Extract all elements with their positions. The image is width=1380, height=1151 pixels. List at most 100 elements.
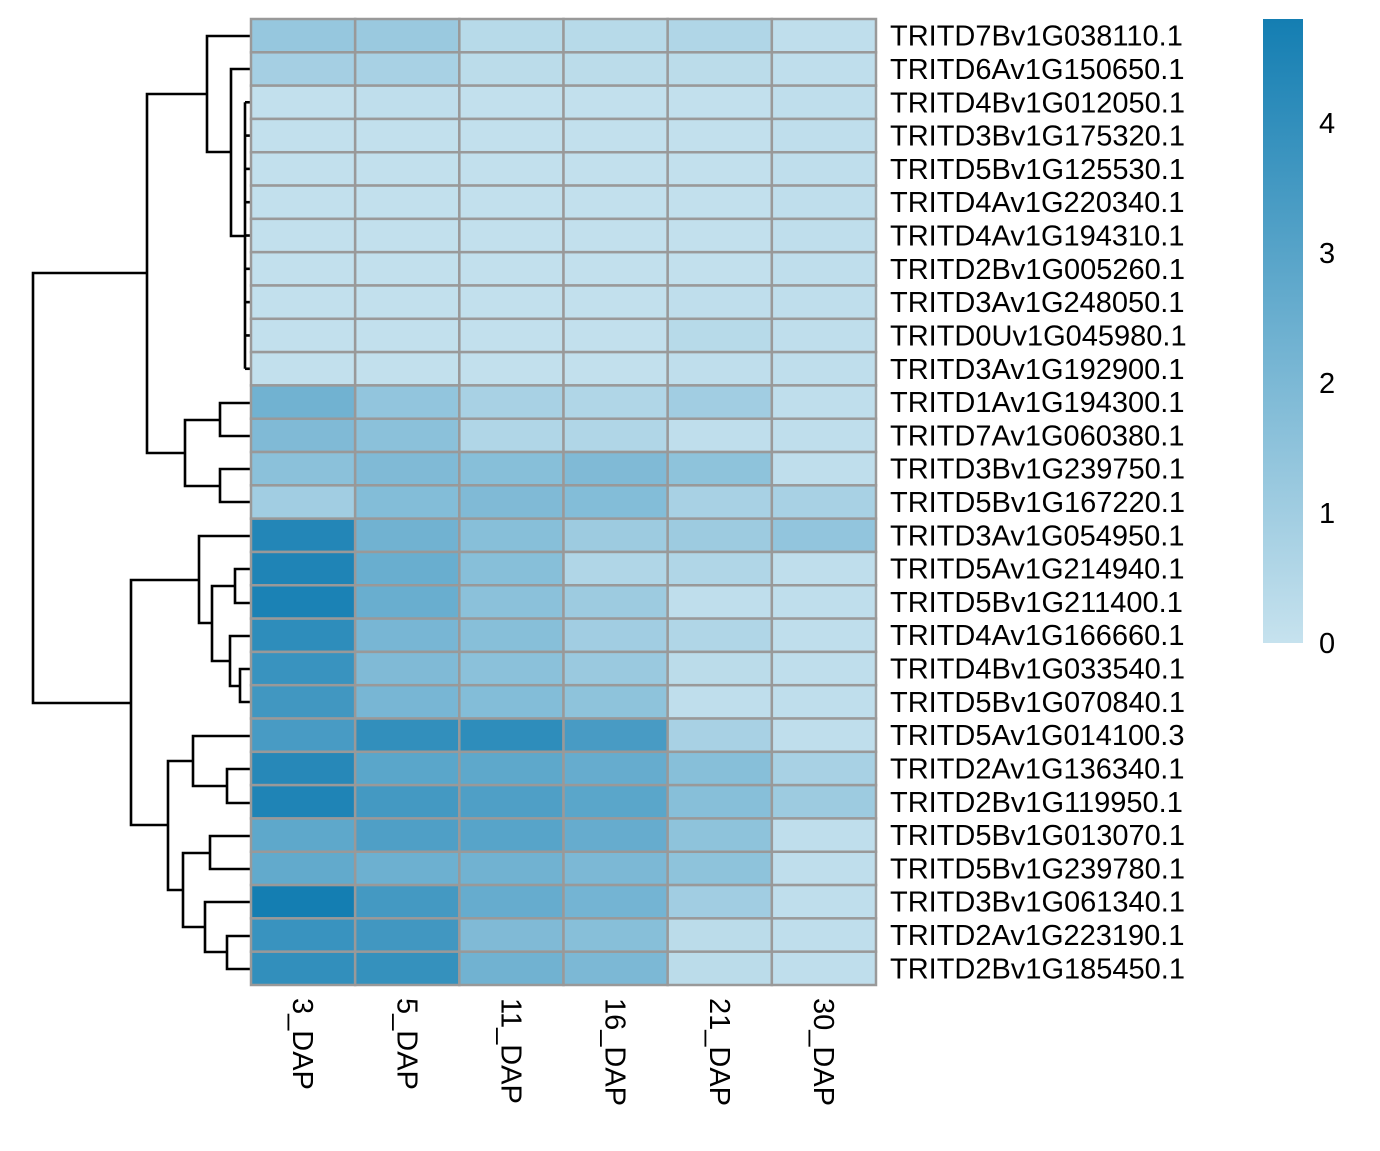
heatmap-cell [666, 417, 774, 454]
dendrogram-branch [225, 934, 250, 971]
heatmap-cell [249, 350, 357, 387]
heatmap-cell [666, 750, 774, 787]
column-label: 30_DAP [807, 998, 839, 1106]
heatmap-cell [666, 284, 774, 321]
heatmap-cell [249, 384, 357, 420]
heatmap-cell [562, 317, 669, 354]
heatmap-cell [249, 783, 357, 820]
heatmap-cell [458, 683, 565, 720]
heatmap-cell [353, 584, 461, 620]
heatmap-cell [458, 817, 565, 854]
heatmap-cell [458, 650, 565, 687]
dendrogram-branch [145, 92, 207, 455]
heatmap-cell [353, 51, 461, 87]
heatmap-cell [666, 350, 774, 387]
dendrogram-branch [218, 467, 250, 504]
colorbar-tick-label: 2 [1319, 368, 1335, 400]
heatmap-cell [770, 150, 878, 187]
dendrogram-branch [225, 767, 250, 805]
heatmap-cell [770, 484, 878, 520]
heatmap-cell [458, 384, 565, 420]
dendrogram-branch [191, 734, 250, 788]
heatmap-cell [666, 950, 774, 987]
row-label: TRITD3Av1G248050.1 [890, 287, 1184, 319]
heatmap-cell [353, 217, 461, 254]
colorbar-tick-label: 1 [1319, 498, 1335, 530]
column-label: 21_DAP [703, 998, 735, 1106]
heatmap-cell [458, 117, 565, 154]
heatmap-cell [458, 184, 565, 221]
row-label: TRITD4Av1G194310.1 [890, 221, 1184, 253]
heatmap-cell [666, 117, 774, 154]
heatmap-cell [458, 750, 565, 787]
heatmap-cell [458, 250, 565, 287]
heatmap-cell [249, 817, 357, 854]
heatmap-cell [562, 617, 669, 654]
heatmap-cell [458, 17, 565, 54]
heatmap-cell [666, 550, 774, 587]
heatmap-cell [770, 384, 878, 420]
heatmap-cell [562, 917, 669, 953]
heatmap-cell [562, 584, 669, 620]
heatmap-cell [249, 617, 357, 654]
heatmap-cell [249, 950, 357, 987]
heatmap-cell [249, 717, 357, 754]
heatmap-cell [770, 417, 878, 454]
heatmap-cell [353, 317, 461, 354]
heatmap-cell [770, 17, 878, 54]
heatmap-cell [249, 550, 357, 587]
row-label: TRITD4Av1G166660.1 [890, 620, 1184, 652]
row-label: TRITD4Bv1G033540.1 [890, 654, 1185, 686]
heatmap-cell [458, 950, 565, 987]
heatmap-cell [353, 117, 461, 154]
heatmap-cell [562, 883, 669, 920]
heatmap-cell [562, 217, 669, 254]
heatmap-cell [562, 17, 669, 54]
heatmap-cell [353, 17, 461, 54]
row-label: TRITD5Bv1G211400.1 [890, 587, 1183, 619]
row-label: TRITD5Bv1G070840.1 [890, 687, 1185, 719]
heatmap-cell [562, 850, 669, 887]
heatmap-cell [249, 517, 357, 554]
heatmap-cell [249, 17, 357, 54]
heatmap-cell [353, 883, 461, 920]
heatmap-cell [666, 850, 774, 887]
row-label: TRITD4Av1G220340.1 [890, 187, 1184, 219]
heatmap-cell [353, 450, 461, 487]
heatmap-cell [666, 384, 774, 420]
heatmap-cell [249, 417, 357, 454]
heatmap-cell [353, 683, 461, 720]
heatmap-cell [666, 84, 774, 121]
heatmap-cell [353, 384, 461, 420]
heatmap-cell [666, 217, 774, 254]
heatmap-cell [249, 317, 357, 354]
heatmap-cell [249, 750, 357, 787]
heatmap-cell [353, 617, 461, 654]
colorbar [1263, 19, 1303, 643]
heatmap-cell [666, 317, 774, 354]
heatmap-cell [770, 650, 878, 687]
colorbar-tick-label: 3 [1319, 238, 1335, 270]
colorbar-legend: 0 1 2 3 4 [1263, 19, 1335, 660]
heatmap-cell [770, 217, 878, 254]
heatmap-cell [249, 883, 357, 920]
row-label: TRITD0Uv1G045980.1 [890, 320, 1187, 352]
heatmap-cell [249, 51, 357, 87]
heatmap-cell [353, 517, 461, 554]
column-label: 3_DAP [286, 998, 318, 1090]
heatmap-cell [770, 550, 878, 587]
heatmap-cell [770, 350, 878, 387]
heatmap-cell [562, 817, 669, 854]
heatmap-cell [249, 850, 357, 887]
heatmap-cell [458, 783, 565, 820]
heatmap-cell [666, 517, 774, 554]
heatmap-cell [666, 250, 774, 287]
column-label: 16_DAP [599, 998, 631, 1106]
heatmap-cell [770, 683, 878, 720]
dendrogram-branch [183, 418, 220, 488]
heatmap-cell [562, 783, 669, 820]
colorbar-tick-label: 0 [1319, 628, 1335, 660]
dendrogram-branch [229, 67, 250, 238]
heatmap-cell [562, 250, 669, 287]
heatmap-cell [562, 750, 669, 787]
